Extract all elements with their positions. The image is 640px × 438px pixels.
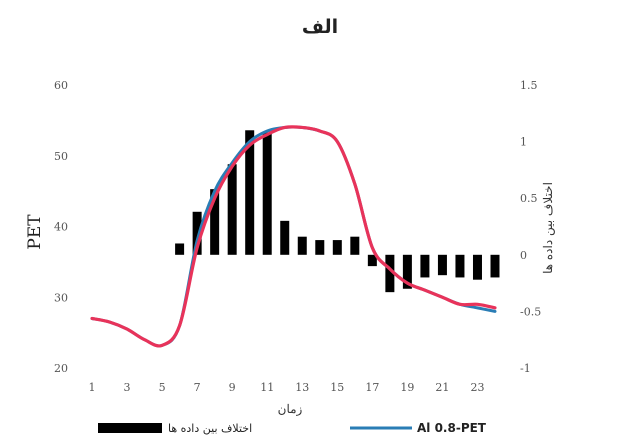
legend-bar-swatch — [98, 423, 162, 433]
bar — [420, 254, 430, 278]
y-left-tick-label: 60 — [54, 79, 68, 92]
x-tick-label: 13 — [295, 381, 309, 394]
left-axis-ticks: 20 30 40 50 60 — [54, 79, 68, 375]
bar — [192, 211, 202, 255]
x-tick-label: 7 — [194, 381, 201, 394]
chart-title: الف — [302, 16, 338, 38]
x-axis-label: زمان — [278, 402, 303, 416]
bar — [227, 164, 237, 255]
y-right-tick-label: 1 — [520, 136, 527, 149]
bar — [245, 130, 255, 255]
x-axis-ticks: 1 3 5 7 9 11 13 15 17 19 21 23 — [89, 381, 485, 394]
y-left-tick-label: 30 — [54, 291, 68, 304]
bar — [490, 254, 500, 278]
bar — [437, 254, 447, 276]
legend-bar-label: اختلاف بین داده ها — [168, 422, 252, 435]
x-tick-label: 5 — [159, 381, 166, 394]
bar — [175, 243, 185, 255]
x-tick-label: 21 — [435, 381, 449, 394]
x-tick-label: 23 — [470, 381, 484, 394]
x-tick-label: 1 — [89, 381, 96, 394]
y-right-tick-label: -0.5 — [520, 305, 541, 318]
bar — [402, 254, 412, 289]
y-left-tick-label: 40 — [54, 221, 68, 234]
bar — [455, 254, 465, 278]
bar — [262, 132, 272, 255]
second-line — [90, 125, 497, 348]
bar — [210, 189, 220, 255]
x-tick-label: 17 — [365, 381, 379, 394]
x-tick-label: 19 — [400, 381, 414, 394]
legend-line-label: Al 0.8-PET — [417, 421, 487, 435]
y-left-tick-label: 50 — [54, 150, 68, 163]
bar — [332, 240, 342, 255]
bar — [472, 254, 482, 280]
y-right-tick-label: -1 — [520, 362, 531, 375]
x-tick-label: 9 — [229, 381, 236, 394]
y-left-tick-label: 20 — [54, 362, 68, 375]
bar — [297, 236, 307, 255]
y-right-tick-label: 1.5 — [520, 79, 538, 92]
y-left-axis-label: PET — [25, 214, 45, 250]
bar — [385, 254, 395, 293]
bar — [280, 220, 290, 255]
y-right-axis-label: اختلاف بین داده ها — [541, 182, 555, 274]
bar-series — [175, 130, 500, 293]
x-tick-label: 3 — [124, 381, 131, 394]
y-right-tick-label: 0.5 — [520, 192, 538, 205]
x-tick-label: 15 — [330, 381, 344, 394]
x-tick-label: 11 — [260, 381, 274, 394]
legend: اختلاف بین داده ها Al 0.8-PET — [98, 421, 487, 435]
al-pet-line — [90, 125, 497, 348]
bar — [350, 236, 360, 255]
line-series — [90, 125, 497, 348]
bar — [315, 240, 325, 255]
y-right-tick-label: 0 — [520, 249, 527, 262]
bar — [367, 254, 377, 267]
right-axis-ticks: -1 -0.5 0 0.5 1 1.5 — [520, 79, 541, 375]
